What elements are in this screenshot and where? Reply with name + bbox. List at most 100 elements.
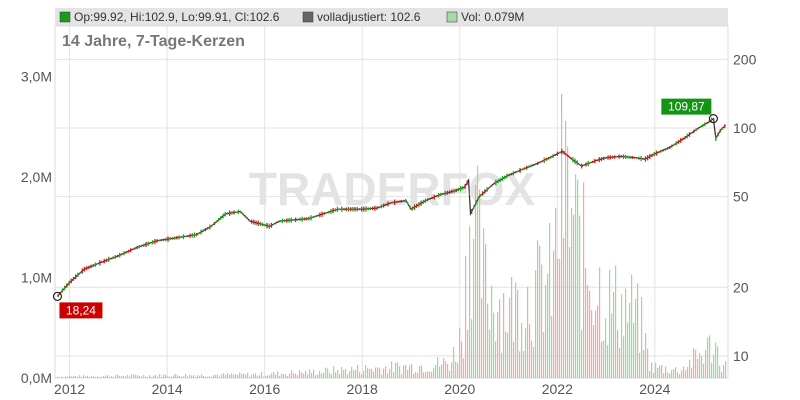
price-candle <box>515 171 517 174</box>
legend-volume-text: Vol: 0.079M <box>461 10 524 24</box>
volume-bar <box>385 366 387 378</box>
legend-adjusted-swatch <box>302 11 314 23</box>
volume-bar <box>675 367 677 378</box>
volume-bar <box>131 374 133 378</box>
price-candle <box>572 157 574 163</box>
price-candle <box>664 148 666 151</box>
volume-bar <box>595 310 597 378</box>
volume-bar <box>361 374 363 378</box>
price-candle <box>510 172 512 176</box>
price-candle <box>405 198 407 203</box>
volume-bar <box>653 372 655 378</box>
price-candle <box>132 248 134 251</box>
volume-bar <box>597 305 599 378</box>
volume-bar <box>507 332 509 378</box>
price-candle <box>400 199 402 203</box>
price-candle <box>499 177 501 182</box>
volume-bar <box>287 376 289 378</box>
annotation-label: 18,24 <box>66 303 96 317</box>
volume-bar <box>193 375 195 378</box>
price-candle <box>605 156 607 159</box>
price-candle <box>273 223 275 226</box>
volume-bar <box>511 277 513 378</box>
volume-bar <box>585 268 587 378</box>
price-candle <box>721 127 724 130</box>
volume-bar <box>211 376 213 378</box>
legend-bar <box>55 8 728 26</box>
volume-bar <box>77 377 79 378</box>
price-candle <box>149 242 152 244</box>
price-candle <box>517 170 519 173</box>
volume-bar <box>59 377 61 378</box>
price-candle <box>125 250 127 254</box>
volume-bar <box>717 346 719 378</box>
price-candle <box>493 182 495 185</box>
volume-bar <box>89 376 91 378</box>
volume-bar <box>65 376 67 378</box>
price-candle <box>466 180 468 185</box>
volume-bar <box>433 367 435 378</box>
price-candle <box>473 205 475 209</box>
price-candle <box>655 150 658 156</box>
volume-bar <box>105 375 107 378</box>
volume-bar <box>457 362 459 378</box>
price-tick-label: 200 <box>733 51 757 67</box>
volume-bar <box>81 377 83 378</box>
volume-bar <box>95 376 97 378</box>
price-candle <box>620 155 622 158</box>
price-candle <box>420 200 422 206</box>
price-candle <box>710 117 713 123</box>
price-candle <box>616 155 618 158</box>
price-candle <box>372 206 374 211</box>
volume-bar <box>549 223 551 378</box>
price-candle <box>257 220 259 227</box>
volume-bar <box>471 319 473 378</box>
volume-bar <box>463 358 465 378</box>
price-candle <box>422 199 424 205</box>
price-candle <box>431 196 433 200</box>
volume-bar <box>591 310 593 378</box>
volume-bar <box>141 376 143 378</box>
price-candle <box>706 122 708 125</box>
price-candle <box>446 190 449 195</box>
volume-bar <box>445 361 447 378</box>
price-candle <box>587 160 589 167</box>
volume-bar <box>103 376 105 378</box>
volume-tick-label: 0,0M <box>21 370 52 386</box>
price-candle <box>61 288 64 293</box>
volume-bar <box>235 374 237 378</box>
price-candle <box>614 155 616 159</box>
price-candle <box>207 227 209 230</box>
volume-bar <box>363 370 365 378</box>
volume-bar <box>437 356 439 378</box>
price-candle <box>537 161 539 165</box>
volume-bar <box>157 376 159 378</box>
volume-bar <box>135 374 137 378</box>
price-candle <box>202 229 204 233</box>
price-annotations: 18,24 109,87 <box>52 98 718 319</box>
price-candle <box>402 199 405 203</box>
volume-bar <box>375 367 377 378</box>
price-candle <box>581 163 583 169</box>
price-candle <box>633 156 636 159</box>
volume-bar <box>263 376 265 378</box>
volume-bar <box>509 297 511 378</box>
volume-bar <box>159 374 161 378</box>
volume-bar <box>443 358 445 378</box>
volume-bar <box>383 368 385 378</box>
price-candle <box>543 157 545 163</box>
price-candle <box>528 165 530 169</box>
volume-bar <box>629 302 631 378</box>
price-candles <box>57 117 726 298</box>
price-candle <box>435 195 438 198</box>
volume-bar <box>137 375 139 378</box>
price-candle <box>429 197 431 200</box>
volume-bar <box>271 373 273 378</box>
price-candle <box>213 222 215 225</box>
price-candle <box>101 261 103 263</box>
volume-bar <box>559 258 561 378</box>
volume-bar <box>487 303 489 378</box>
price-candle <box>411 206 413 211</box>
price-candle <box>416 203 418 208</box>
volume-bar <box>601 341 603 378</box>
